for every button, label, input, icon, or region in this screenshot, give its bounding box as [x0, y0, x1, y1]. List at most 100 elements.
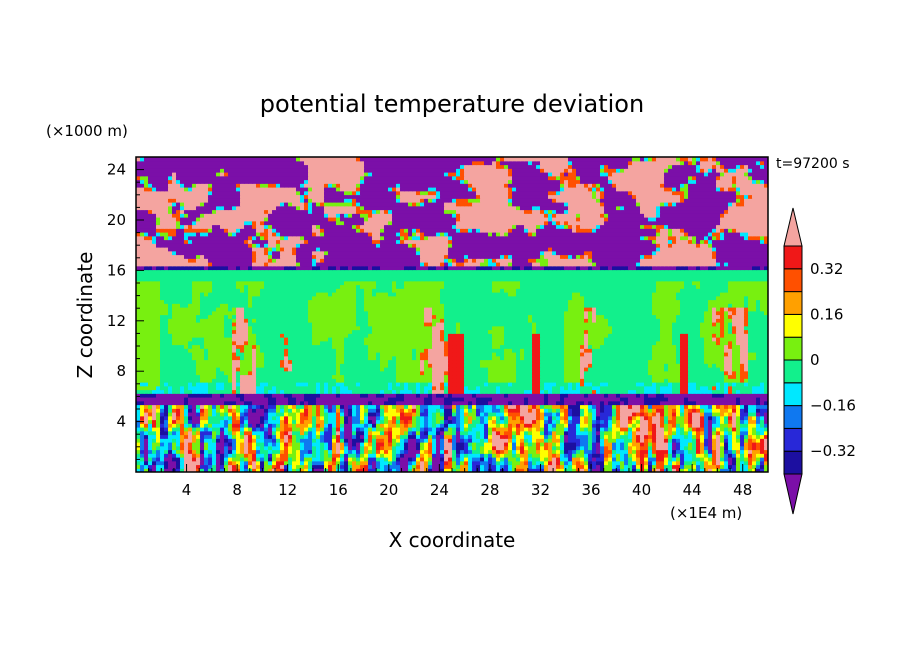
heatmap-cell — [684, 445, 689, 451]
heatmap-cell — [516, 355, 521, 361]
heatmap-cell — [396, 460, 401, 466]
heatmap-cell — [644, 430, 649, 436]
heatmap-cell — [164, 434, 169, 439]
heatmap-cell — [348, 355, 353, 361]
heatmap-cell — [688, 442, 693, 447]
heatmap-cell — [692, 393, 697, 398]
heatmap-cell — [200, 370, 205, 376]
heatmap-cell — [632, 419, 637, 424]
heatmap-cell — [644, 445, 649, 451]
heatmap-cell — [472, 382, 477, 387]
heatmap-cell — [268, 355, 273, 361]
heatmap-cell — [220, 423, 225, 428]
heatmap-cell — [224, 382, 229, 387]
heatmap-cell — [284, 355, 289, 361]
heatmap-cell — [576, 427, 581, 432]
heatmap-cell — [436, 355, 441, 361]
heatmap-cell — [540, 370, 545, 376]
heatmap-cell — [376, 363, 381, 368]
heatmap-cell — [420, 427, 425, 432]
heatmap-cell — [432, 468, 437, 472]
heatmap-cell — [280, 370, 285, 376]
heatmap-cell — [724, 449, 729, 454]
heatmap-cell — [312, 389, 317, 394]
heatmap-cell — [504, 378, 509, 383]
heatmap-cell — [276, 430, 281, 436]
heatmap-cell — [508, 457, 513, 462]
heatmap-cell — [520, 468, 525, 472]
heatmap-cell — [408, 457, 413, 462]
heatmap-cell — [636, 468, 641, 472]
heatmap-cell — [660, 445, 665, 451]
heatmap-cell — [340, 397, 345, 402]
heatmap-cell — [732, 438, 737, 443]
heatmap-cell — [720, 445, 725, 451]
heatmap-cell — [436, 408, 441, 413]
heatmap-cell — [264, 445, 269, 451]
heatmap-cell — [208, 385, 213, 391]
heatmap-cell — [448, 367, 453, 372]
heatmap-cell — [660, 370, 665, 376]
heatmap-cell — [364, 434, 369, 439]
heatmap-cell — [716, 457, 721, 462]
heatmap-cell — [360, 423, 365, 428]
heatmap-cell — [396, 408, 401, 413]
heatmap-cell — [760, 434, 765, 439]
heatmap-cell — [208, 464, 213, 469]
heatmap-cell — [608, 367, 613, 372]
heatmap-cell — [288, 460, 293, 466]
heatmap-cell — [580, 434, 585, 439]
heatmap-cell — [200, 460, 205, 466]
heatmap-cell — [432, 423, 437, 428]
heatmap-cell — [580, 419, 585, 424]
heatmap-cell — [408, 378, 413, 383]
heatmap-cell — [524, 363, 529, 368]
heatmap-cell — [724, 389, 729, 394]
heatmap-cell — [496, 427, 501, 432]
heatmap-cell — [404, 449, 409, 454]
heatmap-cell — [680, 397, 685, 402]
heatmap-cell — [232, 430, 237, 436]
heatmap-cell — [576, 438, 581, 443]
heatmap-cell — [292, 367, 297, 372]
heatmap-cell — [488, 352, 493, 357]
heatmap-cell — [704, 460, 709, 466]
heatmap-cell — [508, 378, 513, 383]
heatmap-cell — [376, 367, 381, 372]
heatmap-cell — [452, 400, 457, 406]
heatmap-cell — [452, 445, 457, 451]
heatmap-cell — [664, 412, 669, 417]
heatmap-cell — [540, 449, 545, 454]
heatmap-cell — [244, 389, 249, 394]
heatmap-cell — [640, 460, 645, 466]
heatmap-cell — [540, 423, 545, 428]
heatmap-cell — [272, 442, 277, 447]
heatmap-cell — [572, 415, 577, 421]
heatmap-cell — [368, 374, 373, 379]
heatmap-cell — [404, 397, 409, 402]
heatmap-cell — [740, 359, 745, 364]
heatmap-cell — [696, 419, 701, 424]
heatmap-cell — [436, 434, 441, 439]
heatmap-cell — [216, 453, 221, 458]
heatmap-cell — [716, 423, 721, 428]
heatmap-cell — [424, 355, 429, 361]
heatmap-cell — [668, 464, 673, 469]
heatmap-cell — [312, 385, 317, 391]
heatmap-cell — [156, 378, 161, 383]
heatmap-cell — [484, 404, 489, 409]
heatmap-cell — [640, 419, 645, 424]
heatmap-cell — [584, 378, 589, 383]
heatmap-cell — [448, 453, 453, 458]
heatmap-cell — [468, 449, 473, 454]
heatmap-cell — [732, 423, 737, 428]
heatmap-cell — [448, 378, 453, 383]
heatmap-cell — [648, 363, 653, 368]
heatmap-cell — [764, 408, 768, 413]
heatmap-cell — [552, 404, 557, 409]
heatmap-cell — [160, 427, 165, 432]
heatmap-cell — [152, 382, 157, 387]
heatmap-cell — [516, 408, 521, 413]
heatmap-cell — [644, 464, 649, 469]
heatmap-cell — [380, 400, 385, 406]
